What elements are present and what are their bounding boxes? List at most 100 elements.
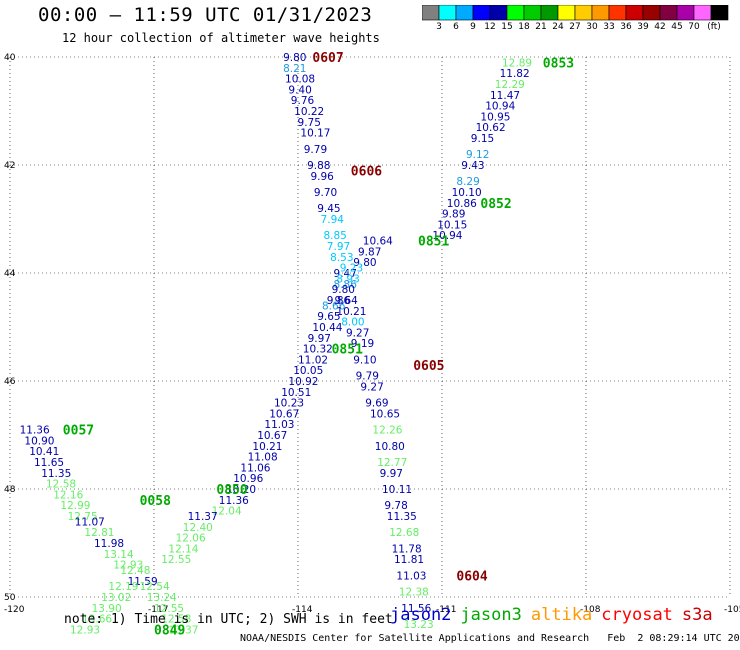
- swh-value-label: 10.44: [312, 322, 342, 334]
- swh-value-label: 12.16: [53, 489, 83, 501]
- swh-value-label: 12.81: [84, 527, 114, 539]
- swh-value-label: 9.19: [351, 338, 374, 350]
- swh-value-label: 10.23: [274, 398, 304, 410]
- swh-value-label: 12.93: [70, 624, 100, 636]
- colorbar-label: 30: [586, 22, 598, 32]
- swh-value-label: 12.93: [113, 560, 143, 572]
- swh-value-label: 10.67: [257, 430, 287, 442]
- swh-value-label: 10.95: [480, 111, 510, 123]
- color-scale-bar: [422, 5, 729, 21]
- swh-value-label: 10.90: [24, 435, 54, 447]
- pass-time-label: 0607: [312, 51, 343, 66]
- swh-value-label: 12.06: [176, 533, 206, 545]
- swh-value-label: 8.21: [283, 63, 306, 75]
- swh-value-label: 9.40: [288, 84, 311, 96]
- swh-value-label: 13.23: [404, 619, 434, 631]
- colorbar-label: 6: [453, 22, 459, 32]
- swh-value-label: 12.75: [68, 511, 98, 523]
- swh-value-label: 11.03: [396, 570, 426, 582]
- color-scale-labels: 3 6 9 12 15 18 21 24 27 30 33 36 39 42 45 70 (ft): [422, 22, 732, 34]
- swh-value-label: 12.29: [495, 79, 525, 91]
- swh-value-label: 11.47: [490, 90, 520, 102]
- legend-item-jason2: jason2: [390, 605, 452, 625]
- credit-line: NOAA/NESDIS Center for Satellite Applica…: [240, 633, 740, 644]
- swh-value-label: 13.66: [82, 614, 112, 626]
- pass-time-label: 0604: [456, 569, 487, 584]
- swh-value-label: 12.99: [60, 500, 90, 512]
- colorbar-label: 18: [518, 22, 530, 32]
- swh-value-label: 10.21: [252, 441, 282, 453]
- lat-tick-label: 50: [4, 593, 16, 603]
- swh-value-label: 8.29: [456, 176, 479, 188]
- swh-value-label: 9.76: [291, 95, 315, 107]
- lon-tick-label: -111: [436, 605, 456, 615]
- swh-value-label: 9.97: [380, 468, 403, 480]
- swh-value-label: 11.59: [128, 576, 158, 588]
- swh-value-label: 9.15: [471, 133, 494, 145]
- swh-value-label: 11.36: [20, 425, 50, 437]
- swh-value-label: 9.79: [304, 144, 327, 156]
- chart-title: 00:00 – 11:59 UTC 01/31/2023: [38, 4, 373, 26]
- swh-value-label: 10.67: [269, 408, 299, 420]
- swh-value-label: 10.92: [288, 376, 318, 388]
- swh-value-label: 11.78: [392, 543, 422, 555]
- footnote: note: 1) Time is in UTC; 2) SWH is in fe…: [64, 612, 393, 627]
- swh-value-label: 11.36: [219, 495, 249, 507]
- lat-tick-label: 48: [4, 485, 16, 495]
- swh-value-label: 12.55: [154, 603, 184, 615]
- swh-value-label: 9.45: [317, 203, 340, 215]
- colorbar-label: 36: [620, 22, 632, 32]
- observation-labels: 9.808.2110.089.409.7610.229.7510.179.799…: [20, 52, 532, 636]
- colorbar-swatch: [710, 5, 729, 21]
- colorbar-label: 9: [470, 22, 476, 32]
- swh-value-label: 12.55: [161, 554, 191, 566]
- swh-value-label: 11.06: [240, 462, 270, 474]
- swh-value-label: 9.69: [365, 398, 388, 410]
- colorbar-label: 3: [436, 22, 442, 32]
- swh-value-label: 9.64: [334, 295, 358, 307]
- colorbar-label: 70: [688, 22, 700, 32]
- legend-item-s3a: s3a: [681, 605, 713, 625]
- lat-tick-label: 46: [4, 377, 16, 387]
- swh-value-label: 10.05: [293, 365, 323, 377]
- swh-value-label: 9.65: [317, 311, 340, 323]
- satellite-legend: jason2 jason3 altika cryosat s3a: [390, 605, 722, 625]
- swh-value-label: 9.80: [332, 284, 355, 296]
- swh-value-label: 12.58: [161, 614, 191, 626]
- swh-value-label: 11.82: [500, 68, 530, 80]
- swh-value-label: 10.62: [476, 122, 506, 134]
- swh-value-label: 9.12: [466, 149, 489, 161]
- pass-time-label: 0851: [418, 235, 449, 250]
- lat-tick-label: 44: [4, 269, 16, 279]
- swh-value-label: 11.35: [387, 511, 417, 523]
- swh-value-label: 8.86: [334, 279, 358, 291]
- colorbar-label: 39: [637, 22, 649, 32]
- lat-tick-label: 40: [4, 53, 16, 63]
- legend-item-altika: altika: [530, 605, 593, 625]
- swh-value-label: 13.24: [147, 592, 177, 604]
- swh-value-label: 12.26: [372, 425, 402, 437]
- pass-time-label: 0606: [351, 164, 382, 179]
- pass-time-label: 0853: [543, 56, 574, 71]
- swh-value-label: 12.54: [140, 581, 170, 593]
- swh-value-label: 12.58: [46, 479, 76, 491]
- colorbar-label: 21: [535, 22, 547, 32]
- pass-time-label: 0849: [154, 623, 185, 638]
- swh-value-label: 13.14: [104, 549, 134, 561]
- swh-value-label: 9.96: [310, 171, 334, 183]
- swh-value-label: 12.14: [168, 543, 198, 555]
- swh-value-label: 10.22: [294, 106, 324, 118]
- swh-value-label: 10.20: [226, 484, 256, 496]
- swh-value-label: 9.80: [353, 257, 376, 269]
- swh-value-label: 10.94: [432, 230, 462, 242]
- colorbar-label: 15: [501, 22, 513, 32]
- swh-value-label: 12.89: [502, 57, 532, 69]
- colorbar-label: 12: [484, 22, 496, 32]
- swh-value-label: 11.02: [298, 354, 328, 366]
- pass-time-label: 0605: [413, 359, 444, 374]
- lon-tick-label: -114: [292, 605, 313, 615]
- swh-value-label: 10.08: [285, 74, 315, 86]
- swh-value-label: 9.80: [283, 52, 306, 64]
- swh-value-label: 10.10: [452, 187, 482, 199]
